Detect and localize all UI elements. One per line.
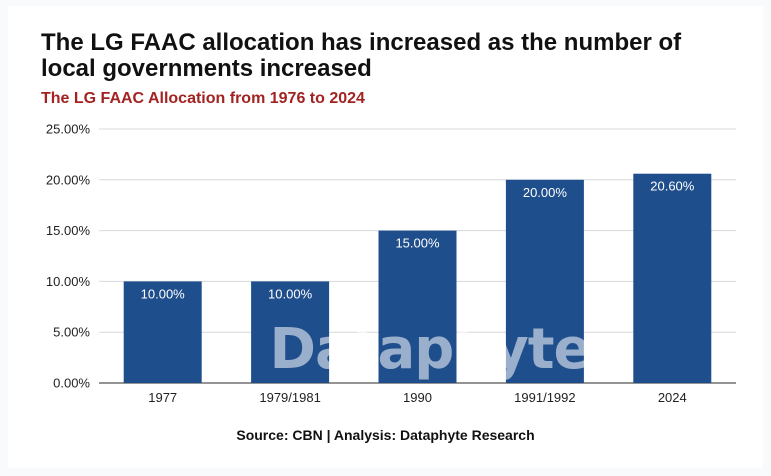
bar — [633, 173, 712, 383]
x-tick-label: 1977 — [148, 390, 177, 405]
bar — [505, 179, 584, 383]
data-label: 10.00% — [268, 286, 313, 301]
x-tick-label: 1990 — [403, 390, 432, 405]
y-tick-label: 15.00% — [46, 223, 91, 238]
bar — [251, 281, 330, 383]
data-label: 10.00% — [141, 286, 186, 301]
data-label: 20.60% — [650, 179, 695, 194]
watermark-text: Dataphyte — [269, 317, 590, 382]
bar — [123, 281, 202, 383]
chart-subtitle: The LG FAAC Allocation from 1976 to 2024 — [41, 90, 365, 107]
y-tick-label: 5.00% — [53, 325, 90, 340]
source-note: Source: CBN | Analysis: Dataphyte Resear… — [236, 427, 535, 443]
y-tick-label: 25.00% — [46, 122, 91, 137]
x-tick-label: 1991/1992 — [514, 390, 575, 405]
data-label: 15.00% — [395, 236, 440, 251]
y-tick-label: 0.00% — [53, 376, 90, 391]
chart-title: The LG FAAC allocation has increased as … — [41, 29, 682, 82]
x-tick-label: 2024 — [658, 390, 687, 405]
bars — [123, 173, 712, 383]
data-label: 20.00% — [523, 185, 568, 200]
y-tick-label: 10.00% — [46, 274, 91, 289]
y-axis-ticks: 0.00% 5.00% 10.00% 15.00% 20.00% 25.00% — [46, 122, 91, 391]
bar — [378, 230, 457, 383]
x-axis-ticks: 1977 1979/1981 1990 1991/1992 2024 — [148, 390, 687, 405]
y-tick-label: 20.00% — [46, 172, 91, 187]
data-labels: 10.00% 10.00% 15.00% 20.00% 20.60% — [141, 179, 695, 302]
x-tick-label: 1979/1981 — [259, 390, 320, 405]
